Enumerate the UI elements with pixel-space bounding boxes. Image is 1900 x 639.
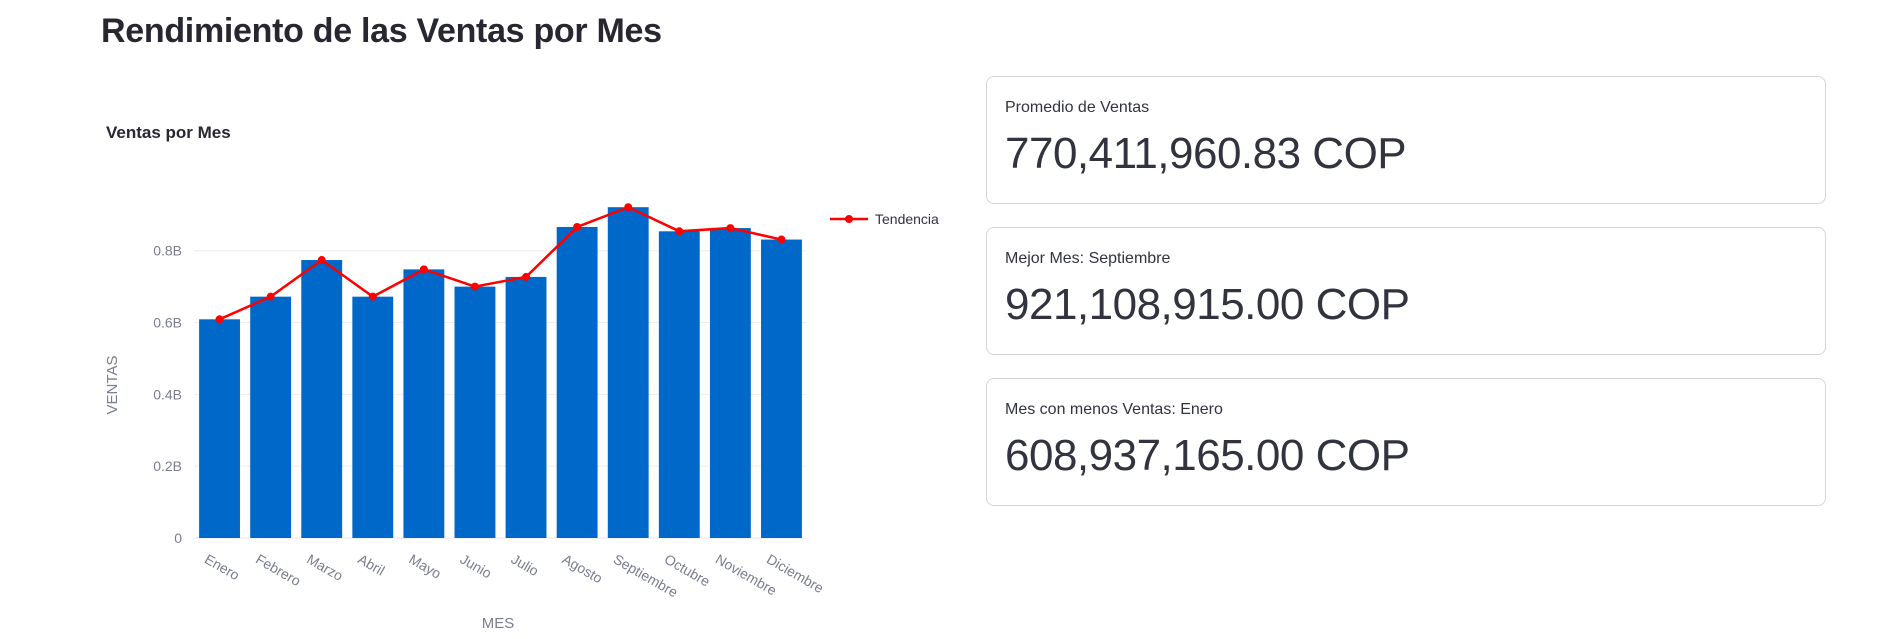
- y-tick-label: 0.4B: [153, 386, 182, 402]
- x-tick-label: Mayo: [406, 551, 444, 582]
- metric-label-best-month: Mejor Mes: Septiembre: [1005, 250, 1171, 267]
- chart-title: Ventas por Mes: [106, 123, 231, 142]
- y-tick-label: 0: [174, 530, 182, 546]
- metric-card-average: Promedio de Ventas 770,411,960.83 COP: [986, 76, 1826, 204]
- x-tick-label: Marzo: [304, 551, 346, 584]
- metric-label-average: Promedio de Ventas: [1005, 99, 1150, 116]
- trend-point-junio[interactable]: [470, 282, 479, 291]
- bars-layer: [199, 207, 802, 539]
- trend-point-septiembre[interactable]: [624, 203, 633, 212]
- bar-marzo[interactable]: [301, 260, 343, 538]
- y-tick-label: 0.6B: [153, 315, 182, 331]
- chart-legend[interactable]: Tendencia: [830, 211, 939, 227]
- trend-point-agosto[interactable]: [573, 222, 582, 231]
- x-tick-label: Enero: [202, 551, 243, 584]
- trend-point-abril[interactable]: [368, 292, 377, 301]
- y-tick-label: 0.2B: [153, 458, 182, 474]
- metric-card-best-month: Mejor Mes: Septiembre 921,108,915.00 COP: [986, 227, 1826, 355]
- bar-abril[interactable]: [352, 296, 394, 538]
- x-tick-label: Junio: [457, 551, 494, 582]
- sales-bar-chart[interactable]: Ventas por Mes 0 0.2B 0.4B 0.6B 0.8B Enero Feb…: [96, 110, 956, 639]
- bar-septiembre[interactable]: [607, 207, 649, 538]
- bar-diciembre[interactable]: [761, 239, 802, 539]
- metric-value-best-month: 921,108,915.00 COP: [1005, 280, 1410, 329]
- bar-agosto[interactable]: [556, 226, 598, 538]
- trend-point-octubre[interactable]: [675, 227, 684, 236]
- bar-mayo[interactable]: [403, 269, 445, 538]
- trend-point-enero[interactable]: [215, 315, 224, 324]
- sales-chart[interactable]: Ventas por Mes 0 0.2B 0.4B 0.6B 0.8B Enero Feb…: [96, 110, 956, 639]
- metric-card-worst-month: Mes con menos Ventas: Enero 608,937,165.…: [986, 378, 1826, 506]
- bar-enero[interactable]: [199, 319, 240, 538]
- trend-line-layer: [215, 203, 786, 324]
- trend-point-noviembre[interactable]: [726, 224, 735, 233]
- x-tick-label: Julio: [509, 551, 542, 579]
- trend-point-julio[interactable]: [522, 272, 531, 281]
- trend-point-marzo[interactable]: [317, 256, 326, 265]
- bar-octubre[interactable]: [658, 231, 700, 539]
- grid-lines: [194, 250, 807, 539]
- page-title: Rendimiento de las Ventas por Mes: [101, 12, 662, 50]
- metric-value-average: 770,411,960.83 COP: [1005, 129, 1407, 178]
- bar-febrero[interactable]: [250, 296, 292, 538]
- trend-point-febrero[interactable]: [266, 292, 275, 301]
- x-tick-label: Agosto: [560, 551, 606, 587]
- y-tick-label: 0.8B: [153, 243, 182, 259]
- trend-line[interactable]: [219, 205, 782, 321]
- y-axis-label: VENTAS: [104, 356, 121, 415]
- x-tick-label: Febrero: [253, 551, 304, 589]
- legend-marker-swatch: [845, 215, 853, 223]
- bar-junio[interactable]: [454, 286, 496, 538]
- bar-julio[interactable]: [505, 276, 547, 538]
- legend-label-tendencia: Tendencia: [875, 211, 939, 227]
- metric-label-worst-month: Mes con menos Ventas: Enero: [1005, 401, 1223, 418]
- bar-noviembre[interactable]: [709, 228, 751, 538]
- trend-point-diciembre[interactable]: [777, 235, 786, 244]
- metric-value-worst-month: 608,937,165.00 COP: [1005, 431, 1410, 480]
- x-axis-label: MES: [482, 615, 515, 632]
- trend-point-mayo[interactable]: [419, 265, 428, 274]
- x-tick-label: Abril: [355, 551, 387, 579]
